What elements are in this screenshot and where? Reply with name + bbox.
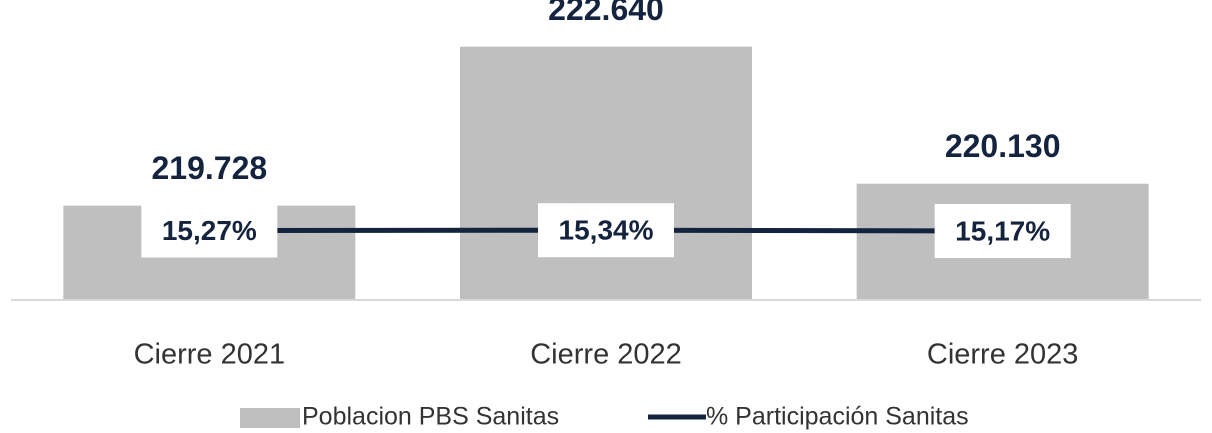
bar-value-label: 219.728	[151, 150, 267, 186]
legend-swatch	[240, 408, 300, 428]
line-value-label: 15,27%	[162, 215, 257, 246]
x-tick-label: Cierre 2021	[134, 339, 286, 371]
line-label-box	[538, 203, 674, 258]
line-value-label: 15,34%	[559, 215, 654, 246]
bar-value-label: 222.640	[548, 0, 664, 27]
line-label-box	[141, 203, 278, 258]
x-tick-label: Cierre 2022	[530, 339, 682, 371]
line-label-box	[934, 203, 1071, 258]
bar	[460, 46, 752, 300]
legend-label: % Participación Sanitas	[706, 403, 969, 431]
legend-label: Poblacion PBS Sanitas	[302, 403, 559, 431]
line-value-label: 15,17%	[955, 215, 1050, 246]
bar-value-label: 220.130	[945, 128, 1061, 164]
x-tick-label: Cierre 2023	[927, 339, 1079, 371]
